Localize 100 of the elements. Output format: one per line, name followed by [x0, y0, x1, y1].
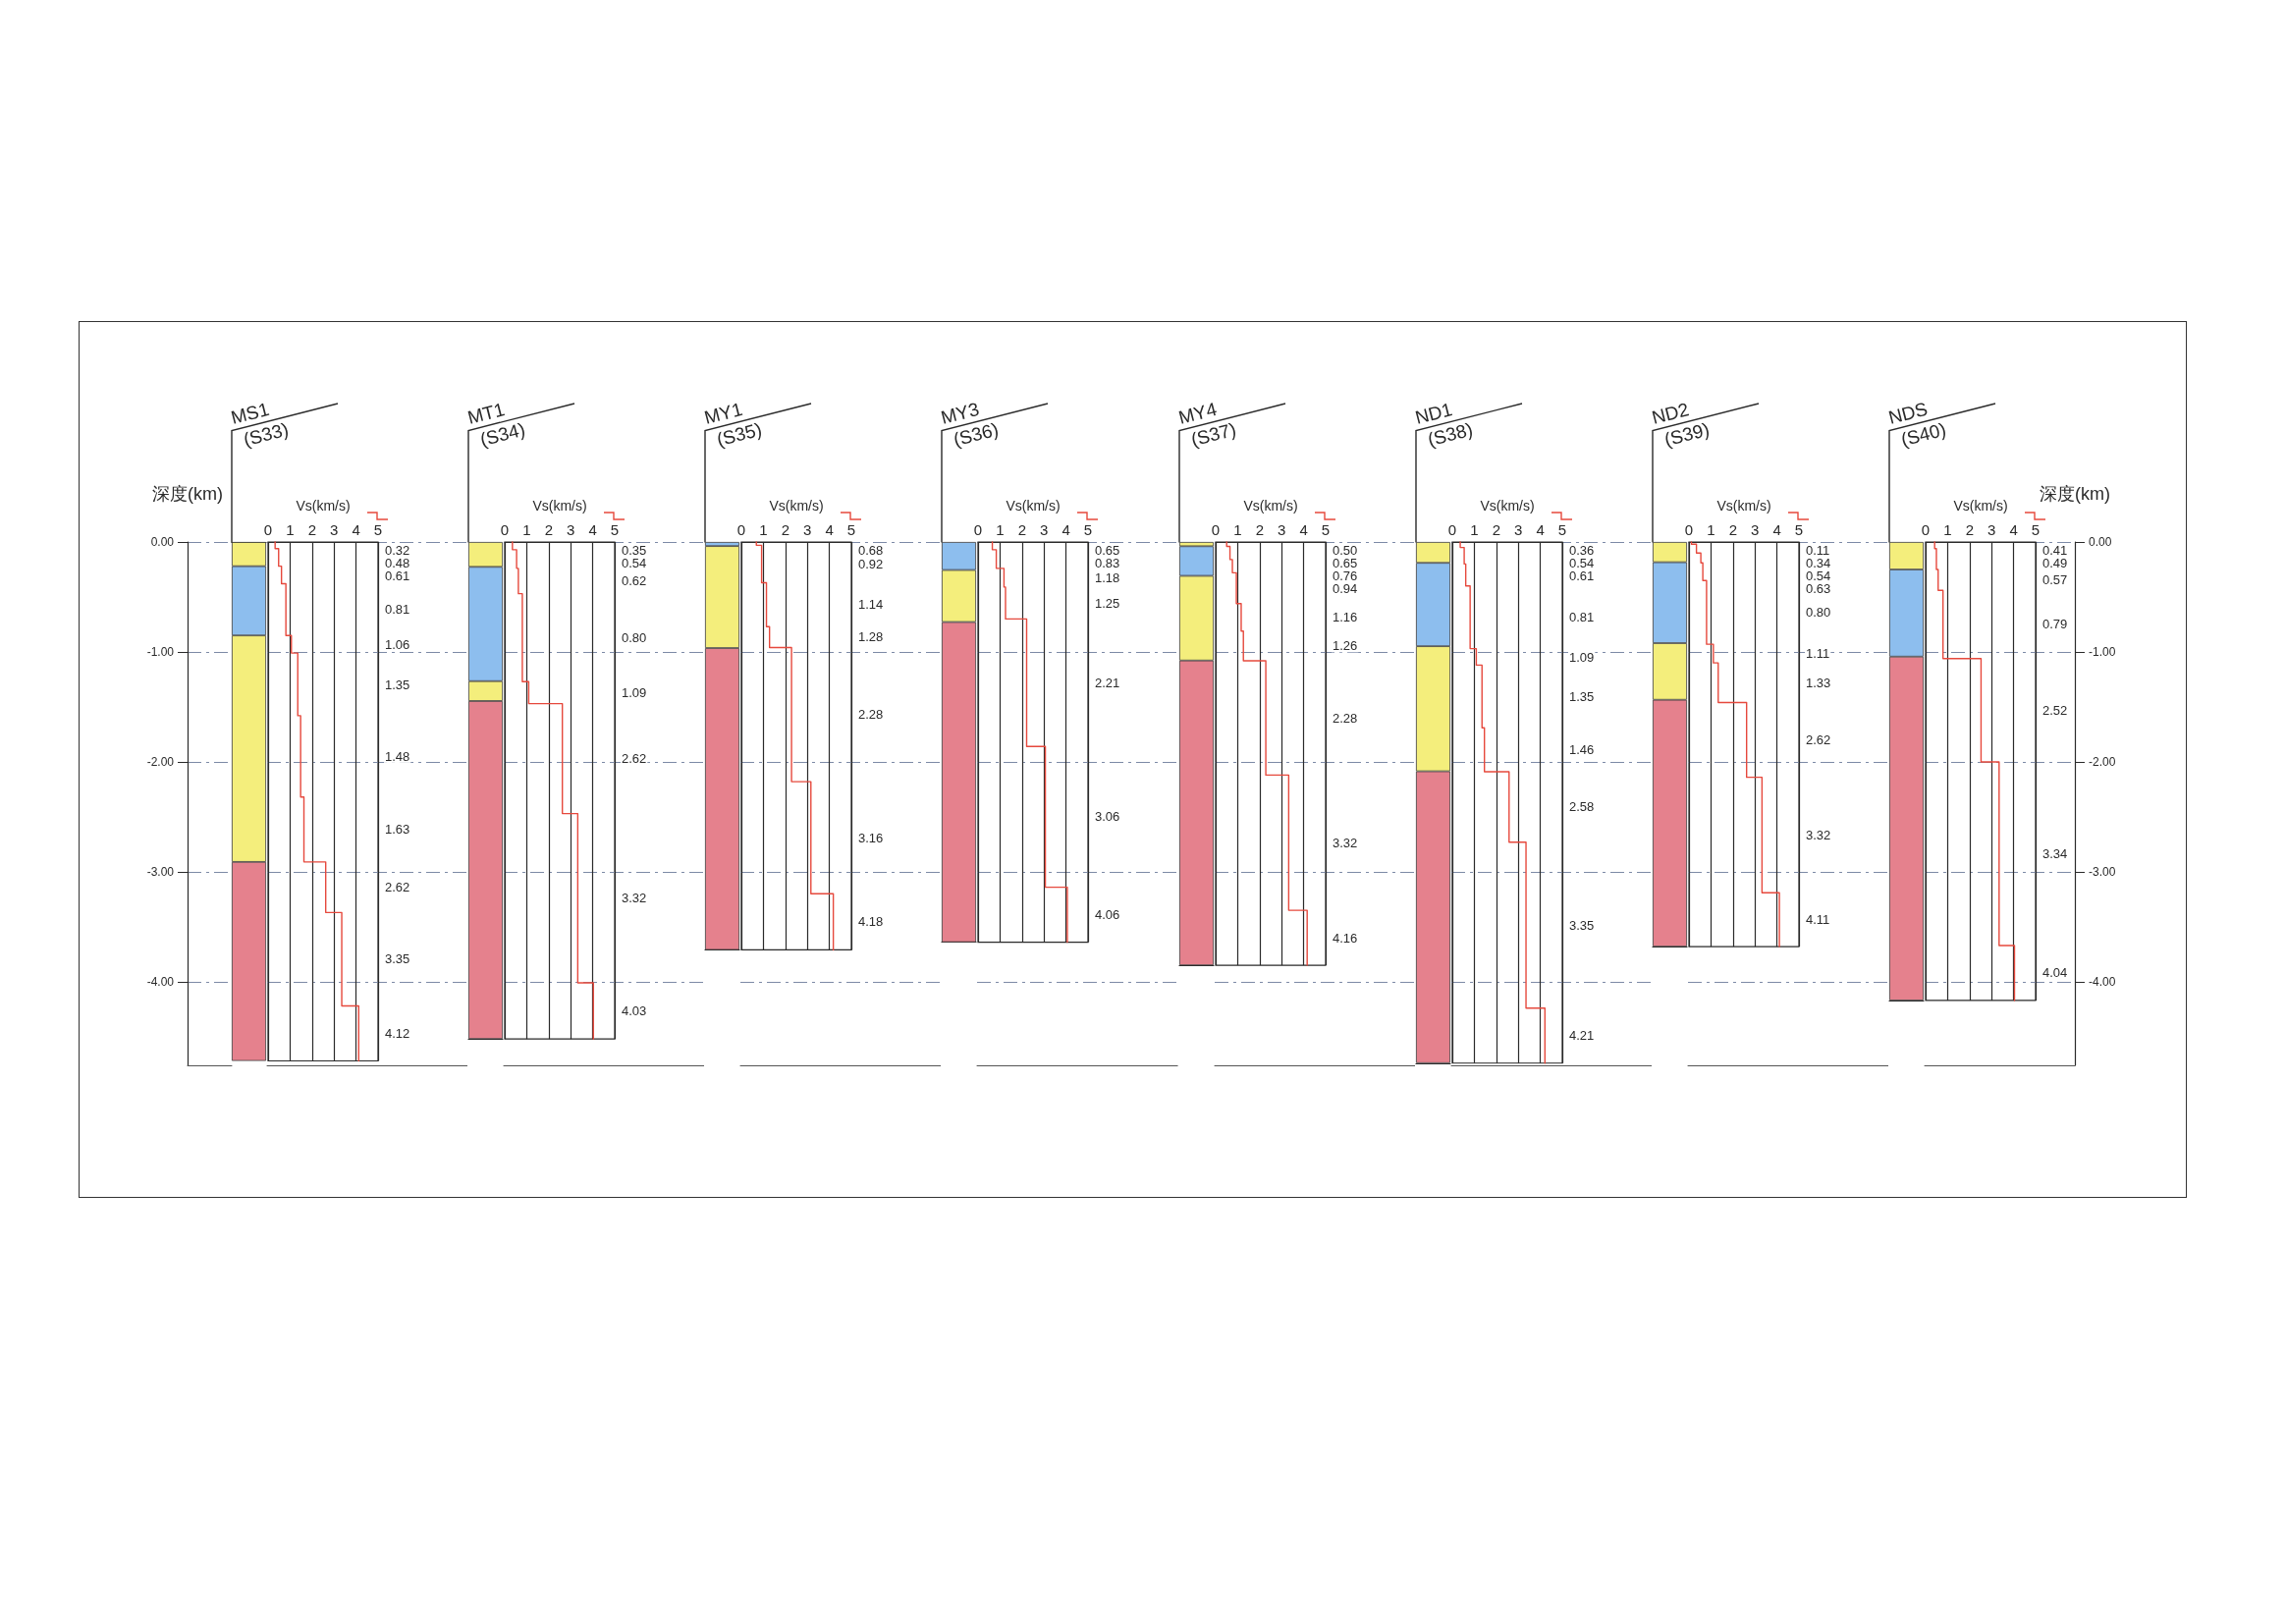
text: 2.62 [622, 751, 647, 767]
text: 1.06 [385, 636, 410, 652]
x-tick-label: 3 [1277, 521, 1285, 538]
text: 4.11 [1805, 912, 1830, 928]
text: 1.46 [1568, 742, 1594, 758]
x-tick-label: 3 [567, 521, 575, 538]
text: 3.32 [1805, 827, 1831, 842]
text: 0.54 [1568, 555, 1594, 570]
chart-title: MY1 [702, 398, 745, 428]
text: 4.06 [1095, 907, 1120, 923]
x-tick-label: 1 [522, 521, 531, 538]
x-tick-label: 1 [1707, 521, 1715, 538]
text: 0.50 [1332, 542, 1357, 558]
text: 0.49 [2041, 555, 2068, 570]
text: 0.65 [1332, 555, 1357, 570]
x-tick-label: 0 [974, 521, 983, 538]
text: 2.21 [1095, 675, 1120, 690]
x-tick-label: 2 [1492, 521, 1500, 538]
text: 1.09 [622, 684, 647, 700]
x-tick-label: 3 [1750, 521, 1760, 538]
text: 0.65 [1095, 542, 1120, 558]
x-tick-label: 5 [373, 521, 383, 538]
text: 0.34 [1805, 555, 1831, 570]
text: 4.21 [1568, 1028, 1594, 1044]
x-tick-label: 5 [847, 521, 856, 538]
text: 0.94 [1332, 580, 1357, 596]
chart-title: MS1 [229, 398, 272, 428]
text: 1.35 [385, 677, 410, 692]
text: 1.35 [1568, 688, 1594, 704]
x-tick-label: 1 [1469, 521, 1479, 538]
x-tick-label: 4 [352, 521, 360, 538]
x-tick-label: 2 [1728, 521, 1737, 538]
text: 2.52 [2041, 702, 2068, 718]
text: 2.62 [385, 880, 410, 895]
text: 0.32 [385, 542, 410, 558]
y2-tick-label: 0.00 [2088, 535, 2112, 549]
chart-title: ND1 [1412, 399, 1454, 428]
x-tick-label: 3 [330, 521, 339, 538]
x-tick-label: 1 [286, 521, 295, 538]
x-axis-title: Vs(km/s) [296, 498, 351, 514]
text: 0.81 [385, 602, 410, 618]
text: 1.63 [385, 822, 410, 838]
x-tick-label: 2 [544, 521, 554, 538]
text: 0.80 [1805, 605, 1831, 621]
y-tick-label: -1.00 [146, 644, 175, 659]
x-axis-title: Vs(km/s) [1242, 498, 1298, 514]
text: 0.79 [2041, 617, 2068, 632]
text: 4.12 [385, 1026, 410, 1042]
chart-title: MT1 [465, 399, 508, 428]
text: 0.35 [622, 542, 647, 558]
x-tick-label: 5 [1794, 521, 1803, 538]
text: 1.09 [1568, 649, 1594, 665]
chart-title: ND2 [1649, 399, 1691, 428]
chart-title: NDS [1886, 398, 1931, 428]
x-tick-label: 0 [263, 521, 273, 538]
text: 1.14 [858, 597, 884, 613]
text: 0.62 [622, 573, 647, 589]
x-tick-label: 1 [1943, 521, 1952, 538]
text: 3.32 [1332, 835, 1357, 850]
text: 0.83 [1095, 555, 1120, 570]
y-tick-label: -4.00 [146, 974, 175, 989]
x-tick-label: 0 [1684, 521, 1693, 538]
text: 1.18 [1095, 569, 1120, 585]
text: 3.35 [385, 951, 410, 967]
x-tick-label: 5 [1557, 521, 1566, 538]
text: 0.36 [1568, 542, 1594, 558]
text: 0.63 [1805, 580, 1831, 596]
text: 0.57 [2041, 572, 2068, 588]
x-tick-label: 1 [759, 521, 768, 538]
y-tick-label: -2.00 [146, 754, 175, 769]
text: 0.92 [858, 556, 884, 571]
x-tick-label: 2 [1018, 521, 1027, 538]
x-tick-label: 0 [737, 521, 746, 538]
x-tick-label: 0 [1211, 521, 1220, 538]
text: 0.68 [858, 542, 884, 558]
x-tick-label: 1 [1232, 521, 1242, 538]
line-series [1933, 541, 2016, 1001]
text: 2.62 [1805, 732, 1831, 748]
text: 0.54 [1805, 568, 1831, 583]
text: 0.76 [1332, 568, 1357, 583]
x-tick-label: 2 [781, 521, 790, 538]
y2-tick-label: -3.00 [2088, 864, 2116, 879]
y-tick-label: -3.00 [146, 864, 175, 879]
text: 1.48 [385, 748, 410, 764]
text: 0.81 [1568, 610, 1594, 625]
x-tick-label: 2 [307, 521, 316, 538]
text: 2.58 [1568, 799, 1594, 815]
x-tick-label: 5 [2031, 521, 2041, 538]
x-tick-label: 3 [1513, 521, 1523, 538]
x-tick-label: 3 [1987, 521, 1996, 538]
text: 4.03 [622, 1003, 647, 1019]
x-tick-label: 4 [1298, 521, 1308, 538]
x-tick-label: 0 [1921, 521, 1931, 538]
text: 4.18 [858, 914, 884, 930]
y-axis-title: 深度(km) [152, 484, 223, 504]
text: 0.48 [385, 555, 410, 570]
x-tick-label: 0 [1447, 521, 1456, 538]
text: 1.26 [1332, 638, 1357, 654]
x-tick-label: 5 [610, 521, 620, 538]
text: 0.41 [2041, 542, 2068, 558]
